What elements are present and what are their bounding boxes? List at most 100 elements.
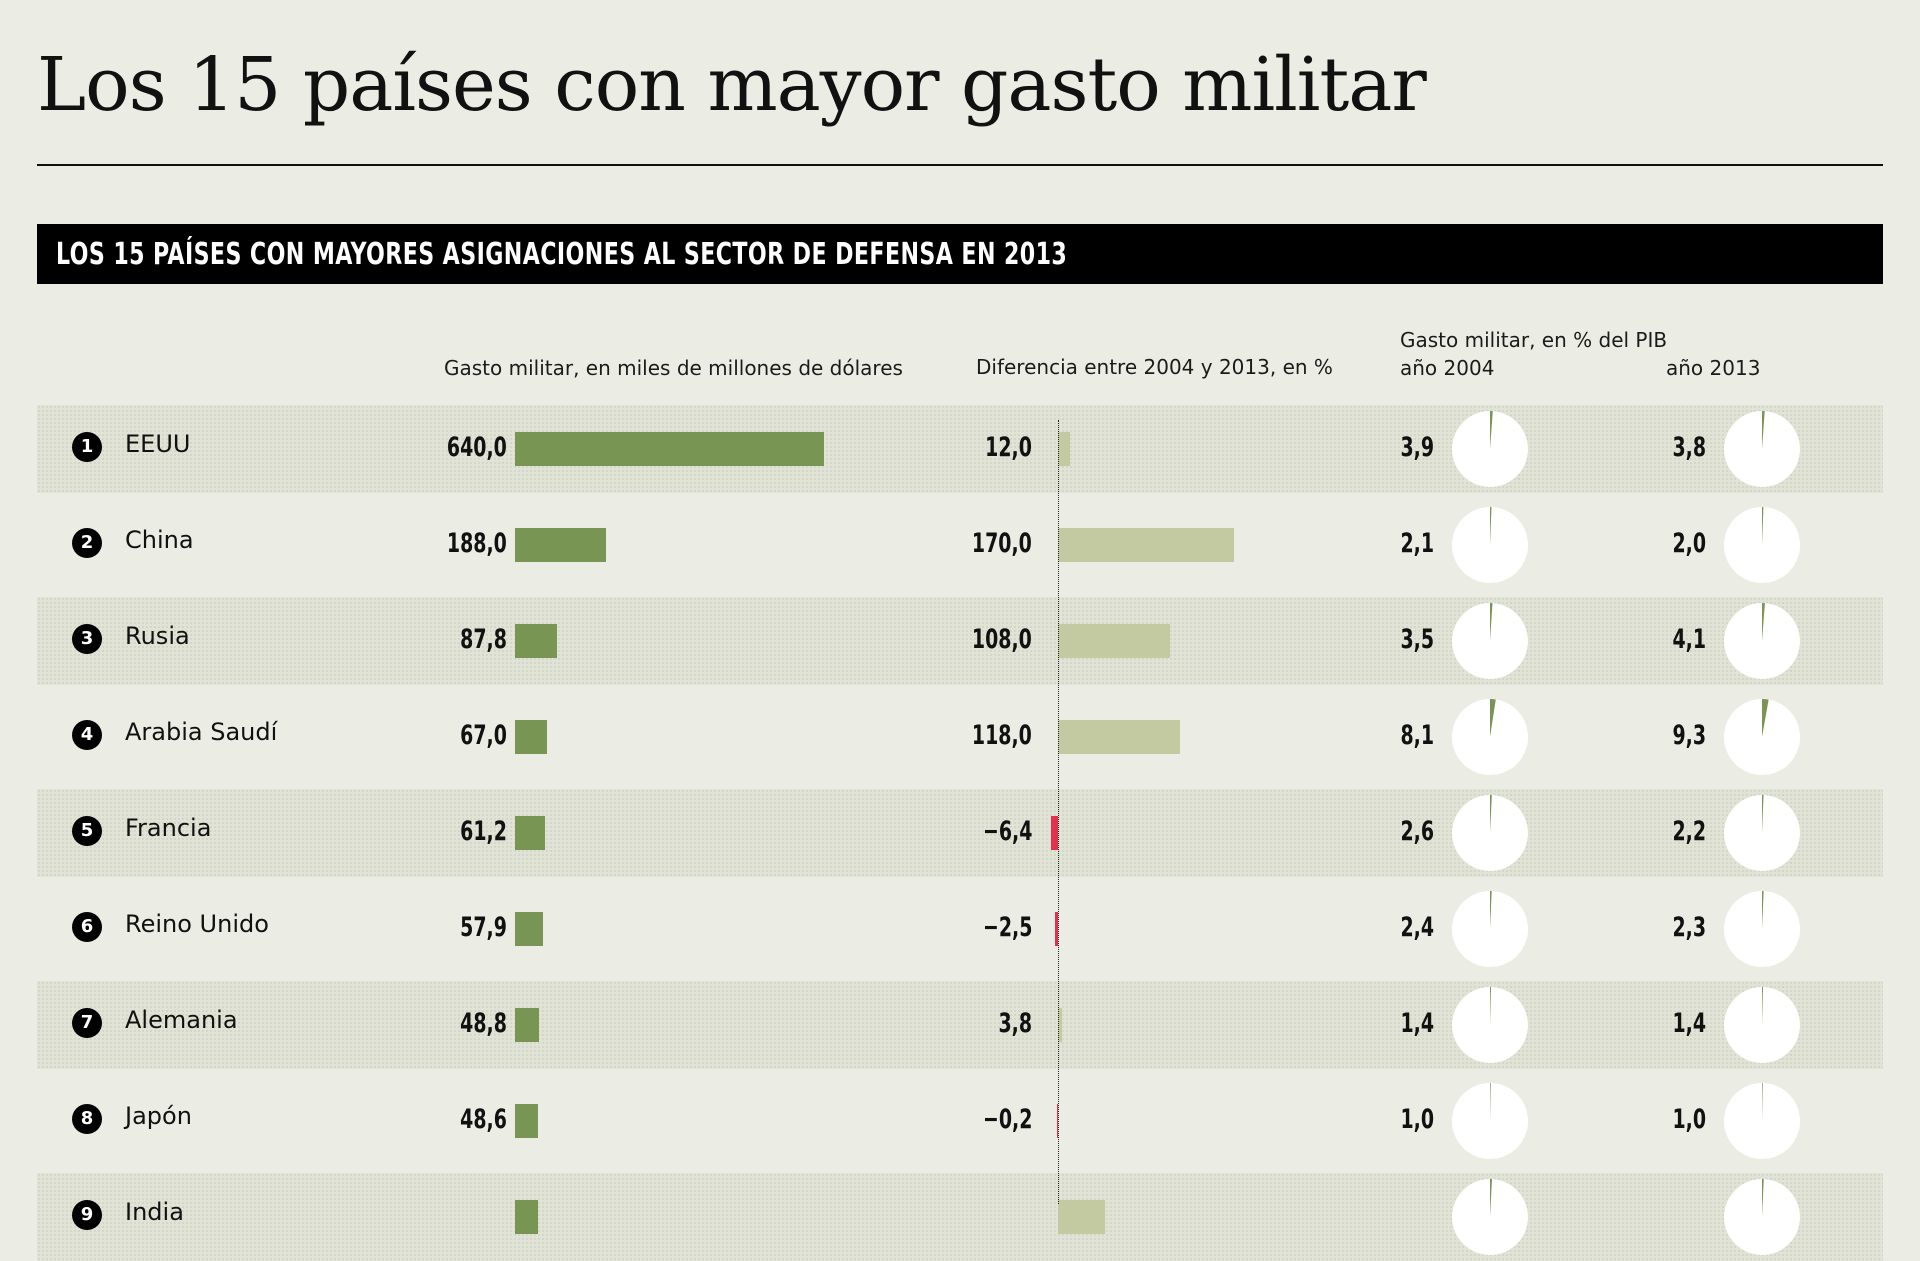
difference-value: 3,8 xyxy=(998,1008,1032,1039)
row-band xyxy=(37,405,1883,493)
gdp-2013-pie xyxy=(1724,411,1800,487)
spending-value: 61,2 xyxy=(460,816,507,847)
difference-bar xyxy=(1058,432,1071,466)
country-name: Alemania xyxy=(125,1006,238,1034)
section-banner-text: LOS 15 PAÍSES CON MAYORES ASIGNACIONES A… xyxy=(56,237,1068,272)
gdp-2004-pie xyxy=(1452,891,1528,967)
header-gdp-2013: año 2013 xyxy=(1666,356,1761,380)
header-gdp-2004: año 2004 xyxy=(1400,356,1495,380)
rank-badge: 6 xyxy=(72,912,102,942)
gdp-2013-pie-slice xyxy=(1762,987,1764,1025)
row-band xyxy=(37,597,1883,685)
rank-badge: 2 xyxy=(72,528,102,558)
spending-bar xyxy=(515,432,824,466)
spending-value: 57,9 xyxy=(460,912,507,943)
gdp-2013-pie xyxy=(1724,603,1800,679)
gdp-2004-pie-slice xyxy=(1490,411,1493,449)
gdp-2004-value: 2,6 xyxy=(1400,816,1434,847)
header-gdp: Gasto militar, en % del PIB xyxy=(1400,328,1668,352)
difference-value: 108,0 xyxy=(972,624,1032,655)
gdp-2013-value: 9,3 xyxy=(1672,720,1706,751)
gdp-2004-pie-slice xyxy=(1490,1083,1491,1121)
difference-value: −2,5 xyxy=(982,912,1032,943)
gdp-2013-pie-slice xyxy=(1762,1083,1763,1121)
gdp-2013-pie xyxy=(1724,987,1800,1063)
gdp-2013-pie xyxy=(1724,1083,1800,1159)
spending-value: 87,8 xyxy=(460,624,507,655)
country-name: EEUU xyxy=(125,430,191,458)
spending-value: 48,6 xyxy=(460,1104,507,1135)
difference-bar xyxy=(1058,528,1234,562)
difference-bar xyxy=(1058,1200,1105,1234)
country-name: China xyxy=(125,526,194,554)
gdp-2004-pie xyxy=(1452,1179,1528,1255)
gdp-2004-value: 3,9 xyxy=(1400,432,1434,463)
country-name: Japón xyxy=(125,1102,192,1130)
country-name: Reino Unido xyxy=(125,910,269,938)
gdp-2004-pie-slice xyxy=(1490,795,1492,833)
row-band xyxy=(37,981,1883,1069)
gdp-2004-value: 8,1 xyxy=(1400,720,1434,751)
gdp-2004-value: 2,4 xyxy=(1400,912,1434,943)
gdp-2013-pie-slice xyxy=(1762,603,1765,641)
spending-bar xyxy=(515,1200,538,1234)
gdp-2013-pie-slice xyxy=(1762,795,1764,833)
spending-bar xyxy=(515,720,548,754)
gdp-2013-value: 3,8 xyxy=(1672,432,1706,463)
gdp-2004-pie xyxy=(1452,603,1528,679)
rank-badge: 3 xyxy=(72,624,102,654)
spending-bar xyxy=(515,624,558,658)
data-table: 1 EEUU 640,0 12,0 3,9 3,8 2 China 188,0 170,0 2,1 2… xyxy=(37,405,1883,1261)
difference-value: 170,0 xyxy=(972,528,1032,559)
title-divider xyxy=(37,164,1883,166)
rank-badge: 5 xyxy=(72,816,102,846)
gdp-2013-pie-slice xyxy=(1762,507,1764,545)
country-name: India xyxy=(125,1198,184,1226)
spending-bar xyxy=(515,816,545,850)
rank-badge: 9 xyxy=(72,1200,102,1230)
gdp-2004-pie-slice xyxy=(1490,603,1493,641)
difference-zero-axis xyxy=(1058,420,1059,1204)
country-name: Francia xyxy=(125,814,212,842)
gdp-2013-pie xyxy=(1724,795,1800,871)
page-title: Los 15 países con mayor gasto militar xyxy=(37,42,1427,128)
rank-badge: 7 xyxy=(72,1008,102,1038)
gdp-2004-pie-slice xyxy=(1490,507,1492,545)
gdp-2004-pie xyxy=(1452,987,1528,1063)
difference-value: 118,0 xyxy=(972,720,1032,751)
spending-bar xyxy=(515,1008,539,1042)
difference-bar xyxy=(1051,816,1058,850)
gdp-2013-pie-slice xyxy=(1762,891,1764,929)
difference-value: −0,2 xyxy=(982,1104,1032,1135)
gdp-2013-pie-slice xyxy=(1762,411,1765,449)
gdp-2004-value: 3,5 xyxy=(1400,624,1434,655)
gdp-2013-value: 2,2 xyxy=(1672,816,1706,847)
rank-badge: 4 xyxy=(72,720,102,750)
gdp-2013-pie xyxy=(1724,507,1800,583)
gdp-2013-value: 2,0 xyxy=(1672,528,1706,559)
rank-badge: 1 xyxy=(72,432,102,462)
country-name: Arabia Saudí xyxy=(125,718,278,746)
gdp-2013-pie xyxy=(1724,891,1800,967)
gdp-2004-pie xyxy=(1452,1083,1528,1159)
header-spending: Gasto militar, en miles de millones de d… xyxy=(444,356,903,380)
row-band xyxy=(37,789,1883,877)
spending-bar xyxy=(515,1104,539,1138)
country-name: Rusia xyxy=(125,622,190,650)
gdp-2013-value: 2,3 xyxy=(1672,912,1706,943)
gdp-2004-pie xyxy=(1452,411,1528,487)
section-banner: LOS 15 PAÍSES CON MAYORES ASIGNACIONES A… xyxy=(37,224,1883,284)
gdp-2004-pie-slice xyxy=(1490,699,1496,737)
gdp-2004-value: 2,1 xyxy=(1400,528,1434,559)
gdp-2013-pie xyxy=(1724,699,1800,775)
gdp-2004-pie-slice xyxy=(1490,987,1492,1025)
difference-value: −6,4 xyxy=(982,816,1032,847)
difference-bar xyxy=(1058,624,1170,658)
gdp-2013-pie xyxy=(1724,1179,1800,1255)
gdp-2004-value: 1,4 xyxy=(1400,1008,1434,1039)
gdp-2004-value: 1,0 xyxy=(1400,1104,1434,1135)
gdp-2004-pie-slice xyxy=(1490,891,1492,929)
gdp-2013-value: 4,1 xyxy=(1672,624,1706,655)
spending-value: 48,8 xyxy=(460,1008,507,1039)
difference-bar xyxy=(1058,1008,1062,1042)
